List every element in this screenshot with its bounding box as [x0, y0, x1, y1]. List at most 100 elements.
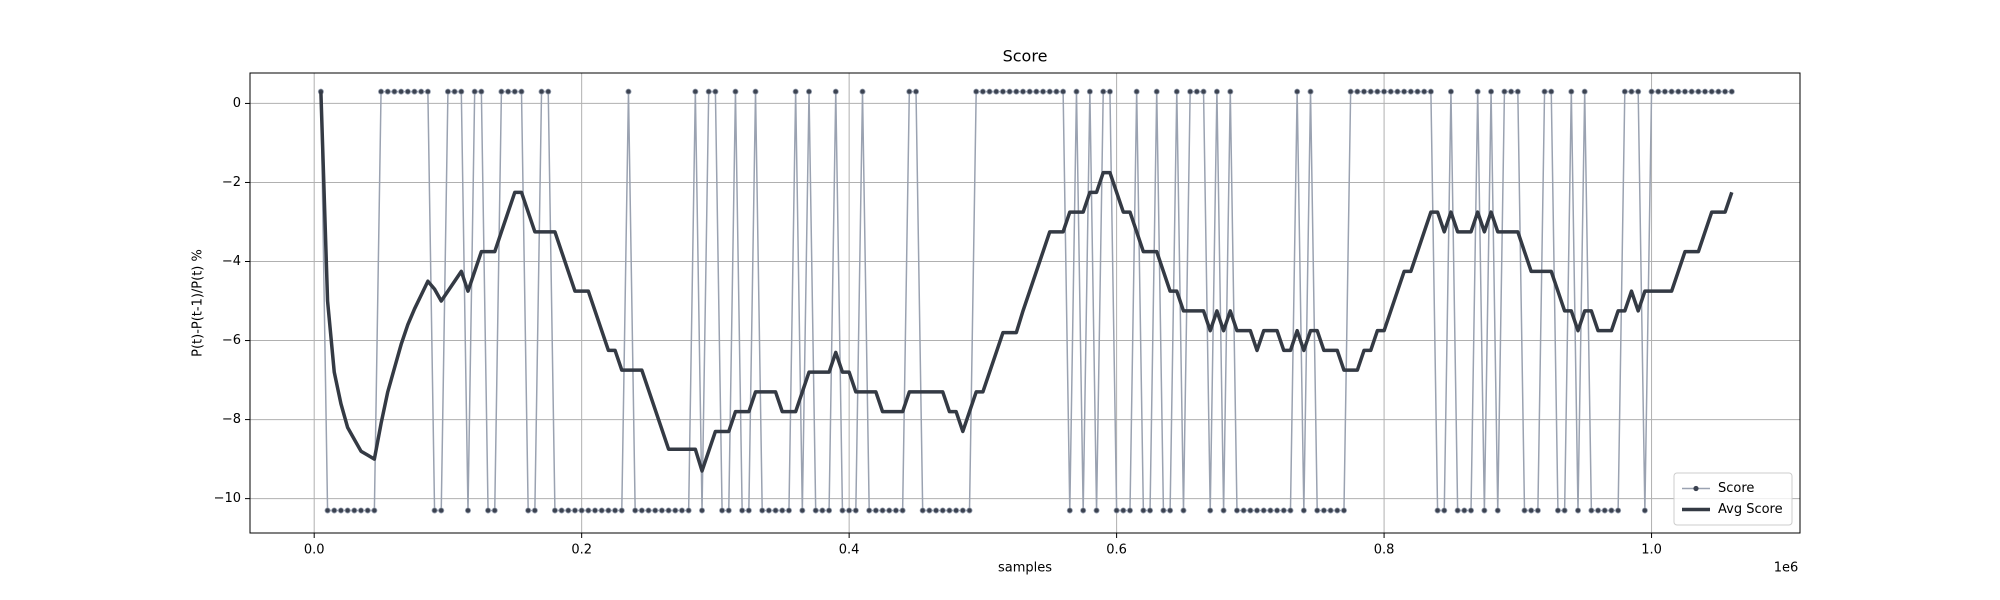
data-point: [1280, 507, 1287, 514]
data-point: [525, 507, 532, 514]
data-point: [892, 507, 899, 514]
data-point: [538, 88, 545, 95]
data-point: [1334, 507, 1341, 514]
data-point: [451, 88, 458, 95]
data-point: [672, 507, 679, 514]
data-point: [464, 507, 471, 514]
y-tick-label: −6: [222, 333, 241, 348]
data-point: [1381, 88, 1388, 95]
data-point: [478, 88, 485, 95]
data-point: [705, 88, 712, 95]
data-point: [1247, 507, 1254, 514]
data-point: [1200, 88, 1207, 95]
data-point: [1608, 507, 1615, 514]
data-point: [1454, 507, 1461, 514]
data-point: [926, 507, 933, 514]
data-point: [1060, 88, 1067, 95]
data-point: [725, 507, 732, 514]
data-point: [505, 88, 512, 95]
data-point: [1153, 88, 1160, 95]
data-point: [1367, 88, 1374, 95]
data-point: [1294, 88, 1301, 95]
y-axis-label: P(t)-P(t-1)/P(t) %: [191, 249, 206, 357]
data-point: [344, 507, 351, 514]
data-point: [1354, 88, 1361, 95]
data-point: [1040, 88, 1047, 95]
data-point: [685, 507, 692, 514]
x-tick-label: 0.6: [1106, 543, 1127, 558]
x-axis-label: samples: [998, 561, 1052, 576]
data-point: [1414, 88, 1421, 95]
y-tick-label: −10: [214, 491, 241, 506]
data-point: [1066, 507, 1073, 514]
data-point: [1320, 507, 1327, 514]
data-point: [1374, 88, 1381, 95]
data-point: [1722, 88, 1729, 95]
data-point: [832, 88, 839, 95]
data-point: [1300, 507, 1307, 514]
data-point: [398, 88, 405, 95]
data-point: [665, 507, 672, 514]
data-point: [1494, 507, 1501, 514]
data-point: [598, 507, 605, 514]
data-point: [1681, 88, 1688, 95]
data-point: [491, 507, 498, 514]
data-point: [1675, 88, 1682, 95]
data-point: [1227, 88, 1234, 95]
data-point: [993, 88, 1000, 95]
data-point: [906, 88, 913, 95]
data-point: [852, 507, 859, 514]
data-point: [1461, 507, 1468, 514]
data-point: [812, 507, 819, 514]
data-point: [1595, 507, 1602, 514]
x-tick-label: 0.4: [839, 543, 860, 558]
data-point: [1548, 88, 1555, 95]
data-point: [1167, 507, 1174, 514]
data-point: [1561, 507, 1568, 514]
data-point: [411, 88, 418, 95]
data-point: [1641, 507, 1648, 514]
data-point: [859, 88, 866, 95]
data-point: [1340, 507, 1347, 514]
data-point: [1113, 507, 1120, 514]
data-point: [1080, 507, 1087, 514]
x-tick-label: 0.0: [304, 543, 325, 558]
data-point: [1688, 88, 1695, 95]
data-point: [458, 88, 465, 95]
data-point: [839, 507, 846, 514]
data-point: [866, 507, 873, 514]
data-point: [1514, 88, 1521, 95]
data-point: [418, 88, 425, 95]
data-point: [1347, 88, 1354, 95]
data-point: [1086, 88, 1093, 95]
data-point: [1260, 507, 1267, 514]
data-point: [886, 507, 893, 514]
data-point: [371, 507, 378, 514]
data-point: [1702, 88, 1709, 95]
data-point: [1267, 507, 1274, 514]
data-point: [792, 88, 799, 95]
data-point: [1568, 88, 1575, 95]
data-point: [551, 507, 558, 514]
data-point: [719, 507, 726, 514]
data-point: [545, 88, 552, 95]
data-point: [1427, 88, 1434, 95]
data-point: [1581, 88, 1588, 95]
data-point: [846, 507, 853, 514]
data-point: [759, 507, 766, 514]
data-point: [1468, 507, 1475, 514]
data-point: [1588, 507, 1595, 514]
data-point: [1528, 507, 1535, 514]
data-point: [1488, 88, 1495, 95]
data-point: [565, 507, 572, 514]
data-point: [1274, 507, 1281, 514]
data-point: [752, 88, 759, 95]
data-point: [438, 507, 445, 514]
data-point: [384, 88, 391, 95]
data-point: [391, 88, 398, 95]
data-point: [378, 88, 385, 95]
data-point: [919, 507, 926, 514]
data-point: [1207, 507, 1214, 514]
data-point: [939, 507, 946, 514]
data-point: [571, 507, 578, 514]
